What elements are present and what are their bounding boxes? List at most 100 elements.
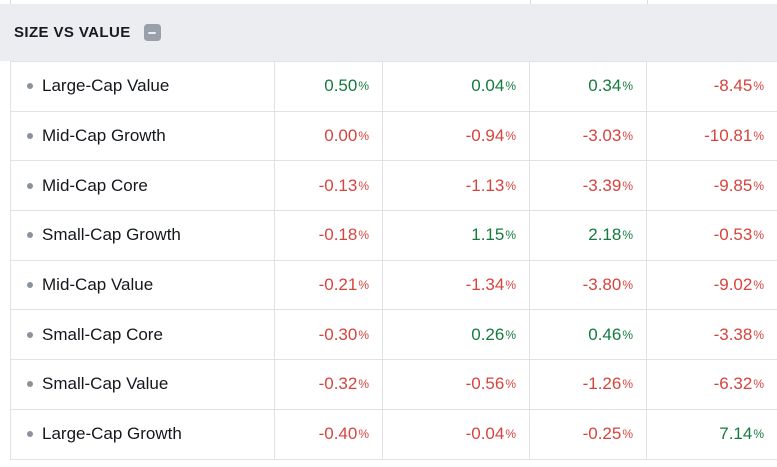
table-row-small-cap-growth[interactable]: Small-Cap Growth -0.18% 1.15% 2.18% -0.5… <box>11 211 777 261</box>
bullet-icon <box>27 282 33 289</box>
collapse-section-button[interactable] <box>143 24 161 41</box>
category-label: Mid-Cap Value <box>42 275 154 295</box>
section-header: SIZE VS VALUE <box>0 4 777 61</box>
table-row-mid-cap-core[interactable]: Mid-Cap Core -0.13% -1.13% -3.39% -9.85% <box>11 161 777 212</box>
percent-suffix: % <box>622 129 633 144</box>
percent-suffix: % <box>622 427 633 442</box>
table-row-mid-cap-growth[interactable]: Mid-Cap Growth 0.00% -0.94% -3.03% -10.8… <box>11 111 777 162</box>
value-number: -0.18 <box>318 225 358 245</box>
value-cell: -0.32% <box>275 360 383 409</box>
percent-suffix: % <box>358 79 369 94</box>
value-cell: 2.18% <box>530 211 647 260</box>
value-number: 7.14 <box>719 424 753 444</box>
value-number: -3.38 <box>713 324 753 344</box>
table-row-large-cap-value[interactable]: Large-Cap Value 0.50% 0.04% 0.34% -8.45% <box>11 62 777 112</box>
percent-suffix: % <box>505 79 516 94</box>
category-label: Large-Cap Growth <box>42 424 182 444</box>
section-title: SIZE VS VALUE <box>14 24 131 41</box>
table-row-small-cap-value[interactable]: Small-Cap Value -0.32% -0.56% -1.26% -6.… <box>11 360 777 410</box>
value-cell: -0.25% <box>530 409 647 459</box>
value-number: -0.25 <box>582 424 622 444</box>
percent-suffix: % <box>753 377 764 392</box>
value-cell: 0.26% <box>383 310 530 360</box>
percent-suffix: % <box>358 178 369 193</box>
value-cell: -9.85% <box>647 161 777 210</box>
value-cell: -0.94% <box>383 111 530 161</box>
value-cell: 7.14% <box>647 410 777 459</box>
percent-suffix: % <box>753 278 764 293</box>
value-cell: -0.53% <box>647 211 777 260</box>
value-number: -0.32 <box>318 374 358 394</box>
category-cell: Mid-Cap Core <box>11 161 275 211</box>
table-row-mid-cap-value[interactable]: Mid-Cap Value -0.21% -1.34% -3.80% -9.02… <box>11 260 777 311</box>
value-cell: 1.15% <box>383 211 530 260</box>
percent-suffix: % <box>505 327 516 342</box>
value-cell: -10.81% <box>647 112 777 161</box>
cropped-row-above <box>0 0 777 4</box>
percent-suffix: % <box>358 427 369 442</box>
value-cell: -0.18% <box>275 211 383 260</box>
value-cell: -0.40% <box>275 409 383 459</box>
percent-suffix: % <box>505 178 516 193</box>
bullet-icon <box>27 331 33 338</box>
percent-suffix: % <box>753 427 764 442</box>
value-number: -0.40 <box>318 424 358 444</box>
percent-suffix: % <box>753 327 764 342</box>
value-cell: 0.46% <box>530 310 647 360</box>
value-number: -6.32 <box>713 374 753 394</box>
column-divider <box>530 0 531 4</box>
value-number: 0.50 <box>324 76 358 96</box>
bullet-icon <box>27 182 33 189</box>
bullet-icon <box>27 83 33 90</box>
column-divider <box>647 0 648 4</box>
percent-suffix: % <box>505 278 516 293</box>
value-number: -0.53 <box>713 225 753 245</box>
value-number: -3.80 <box>582 275 622 295</box>
category-label: Large-Cap Value <box>42 76 170 96</box>
value-number: -3.39 <box>582 175 622 195</box>
category-label: Mid-Cap Core <box>42 175 148 195</box>
value-number: -9.02 <box>713 275 753 295</box>
category-cell: Small-Cap Value <box>11 360 275 409</box>
category-cell: Mid-Cap Growth <box>11 111 275 161</box>
value-number: -0.21 <box>318 275 358 295</box>
category-cell: Small-Cap Growth <box>11 211 275 260</box>
category-label: Small-Cap Core <box>42 324 163 344</box>
value-number: -1.34 <box>465 275 505 295</box>
percent-suffix: % <box>505 427 516 442</box>
size-vs-value-table: Large-Cap Value 0.50% 0.04% 0.34% -8.45%… <box>10 61 777 460</box>
bullet-icon <box>27 133 33 140</box>
bullet-icon <box>27 381 33 388</box>
value-cell: -0.21% <box>275 260 383 310</box>
table-row-small-cap-core[interactable]: Small-Cap Core -0.30% 0.26% 0.46% -3.38% <box>11 310 777 361</box>
percent-suffix: % <box>753 79 764 94</box>
value-cell: -1.34% <box>383 260 530 310</box>
value-number: -0.56 <box>465 374 505 394</box>
percent-suffix: % <box>622 278 633 293</box>
value-number: 2.18 <box>588 225 622 245</box>
percent-suffix: % <box>358 377 369 392</box>
value-number: 0.46 <box>588 324 622 344</box>
value-cell: -8.45% <box>647 62 777 111</box>
value-cell: -3.39% <box>530 161 647 211</box>
value-cell: -3.03% <box>530 111 647 161</box>
value-cell: -9.02% <box>647 261 777 310</box>
value-number: 0.00 <box>324 126 358 146</box>
value-cell: -6.32% <box>647 360 777 409</box>
percent-suffix: % <box>622 327 633 342</box>
category-cell: Large-Cap Growth <box>11 409 275 459</box>
percent-suffix: % <box>358 129 369 144</box>
bullet-icon <box>27 431 33 438</box>
percent-suffix: % <box>753 178 764 193</box>
value-cell: 0.50% <box>275 62 383 111</box>
value-number: -9.85 <box>713 175 753 195</box>
category-cell: Small-Cap Core <box>11 310 275 360</box>
category-cell: Large-Cap Value <box>11 62 275 111</box>
value-cell: 0.34% <box>530 62 647 111</box>
percent-suffix: % <box>358 278 369 293</box>
value-cell: -3.80% <box>530 260 647 310</box>
table-row-large-cap-growth[interactable]: Large-Cap Growth -0.40% -0.04% -0.25% 7.… <box>11 409 777 460</box>
value-cell: -1.13% <box>383 161 530 211</box>
percent-suffix: % <box>622 377 633 392</box>
